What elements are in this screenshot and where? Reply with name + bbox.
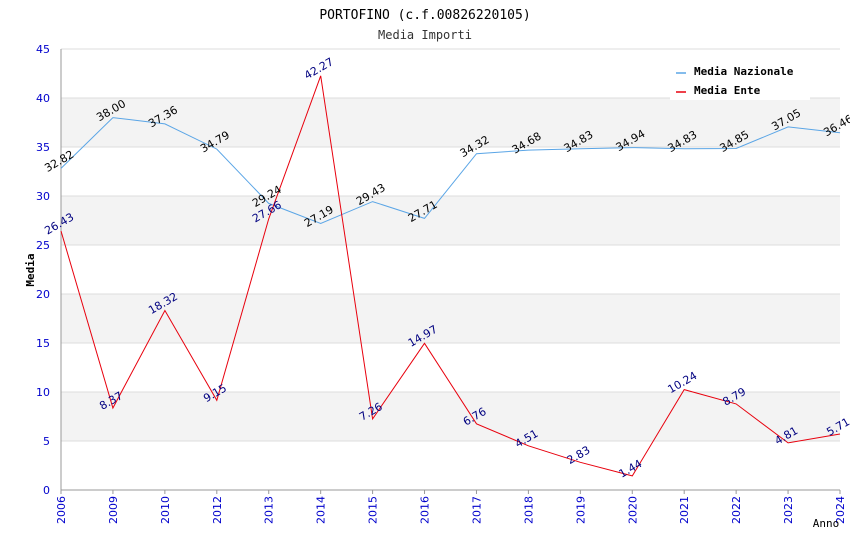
x-tick-label: 2015 — [367, 496, 380, 524]
x-tick-label: 2024 — [834, 496, 847, 524]
y-tick-label: 15 — [36, 337, 50, 350]
grid-band — [61, 343, 840, 392]
x-tick-label: 2009 — [107, 496, 120, 524]
grid-band — [61, 245, 840, 294]
x-tick-label: 2010 — [159, 496, 172, 524]
x-tick-label: 2014 — [315, 496, 328, 524]
y-tick-label: 35 — [36, 141, 50, 154]
grid-band — [61, 392, 840, 441]
grid-band — [61, 98, 840, 147]
y-axis-label: Media — [24, 253, 37, 286]
x-tick-label: 2020 — [626, 496, 639, 524]
y-tick-label: 5 — [43, 435, 50, 448]
grid-band — [61, 294, 840, 343]
chart-title: PORTOFINO (c.f.00826220105) — [319, 8, 530, 23]
x-tick-label: 2021 — [678, 496, 691, 524]
series-line-media-nazionale — [60, 117, 841, 225]
grid-band — [61, 441, 840, 490]
x-tick-label: 2017 — [470, 496, 483, 524]
y-tick-label: 10 — [36, 386, 50, 399]
x-tick-label: 2022 — [730, 496, 743, 524]
x-axis-ticks: 2006 2009 2010 2012 2013 2014 2015 2016 2017 2018… — [55, 490, 847, 524]
y-axis-ticks: 0 5 10 15 20 25 30 35 40 45 — [36, 43, 50, 497]
y-tick-label: 45 — [36, 43, 50, 56]
legend-label-media-ente: Media Ente — [694, 84, 761, 97]
legend-background — [670, 58, 810, 100]
y-tick-label: 40 — [36, 92, 50, 105]
x-tick-label: 2006 — [55, 496, 68, 524]
x-axis-label: Anno — [813, 517, 840, 530]
x-tick-label: 2012 — [211, 496, 224, 524]
y-tick-label: 25 — [36, 239, 50, 252]
y-tick-label: 20 — [36, 288, 50, 301]
x-tick-label: 2016 — [419, 496, 432, 524]
series-lines — [60, 75, 841, 477]
axes — [60, 49, 840, 491]
legend-label-media-nazionale: Media Nazionale — [694, 65, 794, 78]
x-tick-label: 2019 — [574, 496, 587, 524]
x-tick-label: 2018 — [522, 496, 535, 524]
y-tick-label: 30 — [36, 190, 50, 203]
grid-band — [61, 147, 840, 196]
x-tick-label: 2023 — [782, 496, 795, 524]
series-line-media-ente — [60, 75, 841, 477]
legend: Media Nazionale Media Ente — [670, 58, 810, 100]
chart-subtitle: Media Importi — [378, 28, 472, 42]
y-tick-label: 0 — [43, 484, 50, 497]
grid-bands — [61, 49, 840, 490]
grid-band — [61, 196, 840, 245]
x-tick-label: 2013 — [263, 496, 276, 524]
